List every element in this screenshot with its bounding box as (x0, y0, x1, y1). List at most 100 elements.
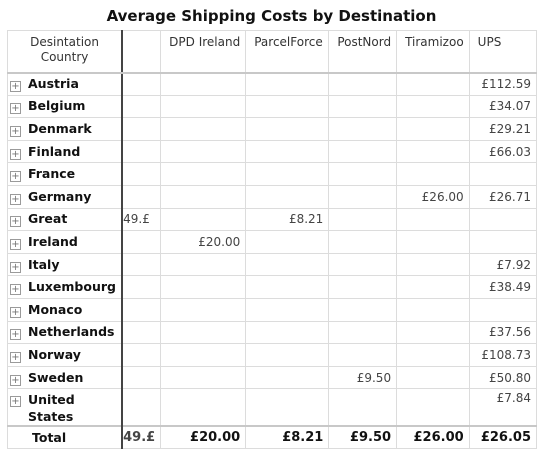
column-header[interactable]: ParcelForce (245, 30, 330, 74)
expand-icon[interactable]: + (10, 261, 21, 273)
row-label: Monaco (28, 301, 83, 317)
table-row: + Italy £7.92 (7, 252, 537, 277)
row-header[interactable]: + Great (7, 207, 124, 232)
value-cell (396, 117, 470, 141)
value-cell (245, 230, 330, 254)
table-row: + France (7, 162, 537, 186)
table-row: + Netherlands £37.56 (7, 320, 537, 345)
value-cell (245, 72, 330, 96)
value-cell (468, 207, 537, 232)
row-header[interactable]: + Denmark (7, 117, 124, 141)
value-cell: £9.50 (328, 365, 398, 390)
row-header[interactable]: + Monaco (7, 297, 124, 322)
value-cell (160, 343, 247, 367)
table-row: + Finland £66.03 (7, 139, 537, 164)
expand-icon[interactable]: + (10, 81, 21, 93)
row-dimension-header[interactable]: Desintation Country (7, 30, 124, 74)
row-label: Luxembourg (28, 279, 116, 295)
row-label: Great (28, 211, 68, 227)
row-header[interactable]: + Sweden (7, 365, 124, 390)
row-label: Italy (28, 256, 60, 272)
value-cell (245, 320, 330, 345)
value-cell (328, 94, 398, 119)
row-header[interactable]: + Ireland (7, 230, 124, 254)
value-cell (121, 320, 162, 345)
expand-icon[interactable]: + (10, 351, 21, 363)
row-header[interactable]: + Germany (7, 184, 124, 209)
value-cell (121, 297, 162, 322)
value-cell (121, 139, 162, 164)
row-label: Ireland (28, 233, 78, 249)
total-cell: £26.00 (396, 425, 470, 449)
value-cell (121, 365, 162, 390)
value-cell (160, 162, 247, 186)
column-header[interactable]: DPD Ireland (160, 30, 247, 74)
expand-icon[interactable]: + (10, 148, 21, 160)
value-cell (160, 252, 247, 277)
column-header[interactable]: UPS (468, 30, 537, 74)
value-cell: £7.92 (468, 252, 537, 277)
row-header[interactable]: + Italy (7, 252, 124, 277)
column-header[interactable]: Tiramizoo (396, 30, 470, 74)
total-row: Total £.49 £20.00 £8.21 £9.50 £26.00 £26… (7, 425, 537, 449)
table-row: + Germany £26.00 £26.71 (7, 184, 537, 209)
value-cell (160, 117, 247, 141)
value-cell (396, 343, 470, 367)
expand-icon[interactable]: + (10, 238, 21, 250)
value-cell (121, 388, 162, 427)
value-cell (245, 162, 330, 186)
value-cell (396, 275, 470, 299)
value-cell (328, 162, 398, 186)
expand-icon[interactable]: + (10, 329, 21, 341)
row-label: Denmark (28, 120, 92, 136)
row-header[interactable]: + France (7, 162, 124, 186)
row-header[interactable]: + Luxembourg (7, 275, 124, 299)
value-cell (328, 139, 398, 164)
expand-icon[interactable]: + (10, 216, 21, 228)
header-row: Desintation Country DPD Ireland ParcelFo… (7, 30, 537, 74)
value-cell: £37.56 (468, 320, 537, 345)
value-cell: £29.21 (468, 117, 537, 141)
row-header[interactable]: + Austria (7, 72, 124, 96)
value-cell (468, 297, 537, 322)
row-label: Sweden (28, 369, 84, 385)
expand-icon[interactable]: + (10, 103, 21, 115)
value-cell (328, 343, 398, 367)
value-cell (160, 275, 247, 299)
row-header[interactable]: + United States (7, 388, 124, 427)
row-header[interactable]: + Netherlands (7, 320, 124, 345)
value-cell (328, 117, 398, 141)
column-header[interactable]: PostNord (328, 30, 398, 74)
value-cell (245, 388, 330, 427)
value-cell (468, 230, 537, 254)
value-cell (121, 343, 162, 367)
value-cell (396, 365, 470, 390)
table-row: + Denmark £29.21 (7, 117, 537, 141)
row-header[interactable]: + Finland (7, 139, 124, 164)
column-header[interactable] (121, 30, 162, 74)
value-cell (328, 230, 398, 254)
value-cell: £26.00 (396, 184, 470, 209)
value-cell (121, 184, 162, 209)
expand-icon[interactable]: + (10, 374, 21, 386)
expand-icon[interactable]: + (10, 193, 21, 205)
row-header[interactable]: + Belgium (7, 94, 124, 119)
table-row: + Austria £112.59 (7, 72, 537, 96)
expand-icon[interactable]: + (10, 171, 21, 183)
value-cell (245, 275, 330, 299)
value-cell (328, 72, 398, 96)
value-cell: £50.80 (468, 365, 537, 390)
value-cell (396, 94, 470, 119)
row-header[interactable]: + Norway (7, 343, 124, 367)
value-cell (396, 252, 470, 277)
expand-icon[interactable]: + (10, 125, 21, 137)
value-cell (245, 184, 330, 209)
value-cell (160, 207, 247, 232)
expand-icon[interactable]: + (10, 306, 21, 318)
value-cell: £34.07 (468, 94, 537, 119)
value-cell (328, 320, 398, 345)
expand-icon[interactable]: + (10, 284, 21, 296)
expand-icon[interactable]: + (10, 396, 21, 408)
value-cell (121, 162, 162, 186)
value-cell (121, 117, 162, 141)
